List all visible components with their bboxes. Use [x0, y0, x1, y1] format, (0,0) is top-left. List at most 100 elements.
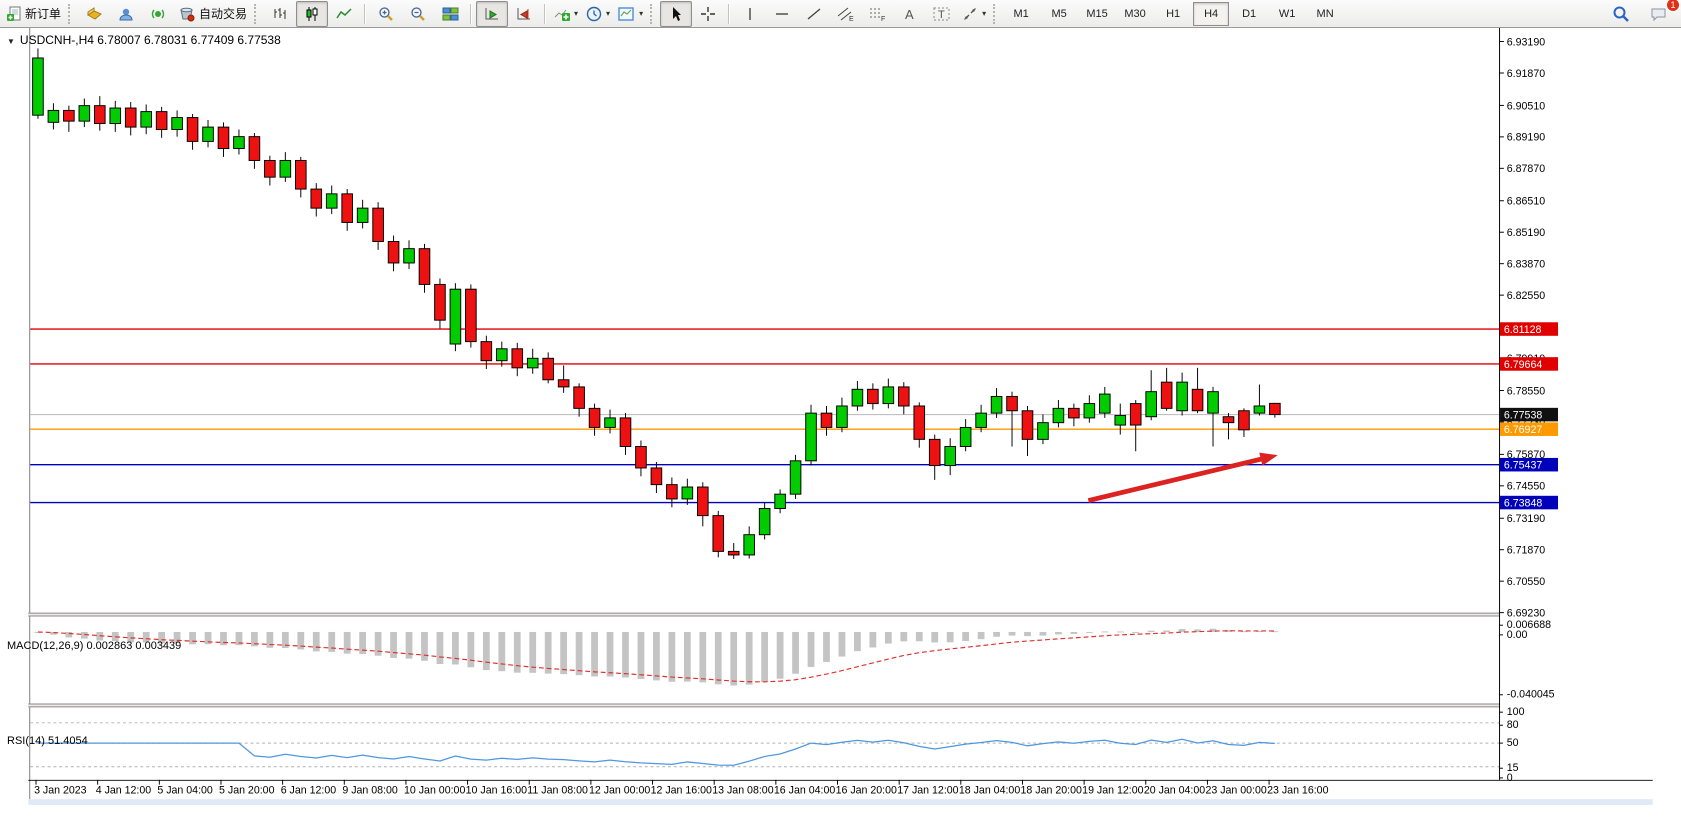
svg-text:23 Jan 00:00: 23 Jan 00:00 — [1205, 784, 1266, 796]
community-icon — [119, 8, 133, 20]
svg-text:6.75437: 6.75437 — [1504, 460, 1542, 472]
timeframe-w1[interactable]: W1 — [1278, 7, 1296, 20]
timeframe-mn[interactable]: MN — [1316, 7, 1334, 20]
trendline-button[interactable] — [798, 1, 830, 27]
horizontal-line-button[interactable] — [766, 1, 798, 27]
autotrading-icon — [180, 7, 195, 21]
svg-text:18 Jan 04:00: 18 Jan 04:00 — [959, 784, 1020, 796]
svg-text:0.00: 0.00 — [1507, 629, 1528, 641]
chart-line-button[interactable] — [328, 1, 360, 27]
toolbar-separator — [470, 3, 473, 24]
community-button[interactable] — [110, 1, 142, 27]
svg-text:11 Jan 08:00: 11 Jan 08:00 — [527, 784, 588, 796]
svg-text:6 Jan 12:00: 6 Jan 12:00 — [281, 784, 337, 796]
timeframe-m1[interactable]: M1 — [1013, 7, 1029, 20]
chart-title-row: USDCNH-,H4 6.78007 6.78031 6.77409 6.775… — [7, 33, 281, 47]
svg-text:10 Jan 16:00: 10 Jan 16:00 — [466, 784, 527, 796]
svg-text:6.71870: 6.71870 — [1507, 545, 1545, 557]
equidistant-channel-icon: E — [837, 7, 854, 22]
tile-windows-button[interactable] — [434, 1, 466, 27]
svg-text:12 Jan 16:00: 12 Jan 16:00 — [651, 784, 712, 796]
svg-text:6.87870: 6.87870 — [1507, 163, 1545, 175]
text-label-icon: T — [933, 7, 950, 21]
periods-button[interactable]: ▾ — [582, 1, 614, 27]
timeframe-m5[interactable]: M5 — [1051, 7, 1067, 20]
svg-text:F: F — [881, 16, 885, 22]
svg-text:6.86510: 6.86510 — [1507, 196, 1545, 208]
chart-canvas[interactable]: 6.93190 6.91870 6.90510 6.89190 6.87870 6.865… — [0, 28, 1681, 832]
autotrading-button[interactable]: 自动交易 — [174, 1, 251, 27]
svg-text:16 Jan 20:00: 16 Jan 20:00 — [836, 784, 897, 796]
svg-text:17 Jan 12:00: 17 Jan 12:00 — [897, 784, 958, 796]
svg-text:T: T — [938, 9, 945, 21]
templates-icon — [618, 6, 634, 21]
chat-bubble-icon — [1651, 8, 1666, 21]
label-button[interactable]: T — [926, 1, 958, 27]
cursor-button[interactable] — [660, 0, 693, 27]
chart-candles-button[interactable] — [296, 0, 329, 27]
svg-text:6.74550: 6.74550 — [1507, 481, 1545, 493]
zoom-in-button[interactable] — [370, 1, 402, 27]
svg-text:6.91870: 6.91870 — [1507, 68, 1545, 80]
svg-text:6.83870: 6.83870 — [1507, 259, 1545, 271]
fibonacci-button[interactable]: F — [862, 1, 894, 27]
text-icon: A — [905, 7, 914, 22]
indicators-button[interactable]: ▾ — [550, 1, 582, 27]
svg-text:6.73190: 6.73190 — [1507, 513, 1545, 525]
signals-button[interactable] — [142, 1, 174, 27]
search-button[interactable] — [1605, 1, 1637, 27]
toolbar-grip — [254, 3, 261, 24]
svg-text:9 Jan 08:00: 9 Jan 08:00 — [342, 784, 398, 796]
crosshair-icon — [701, 6, 716, 21]
svg-text:6.81128: 6.81128 — [1504, 324, 1542, 336]
toolbar-separator — [728, 3, 731, 24]
svg-text:15: 15 — [1507, 762, 1519, 774]
zoom-out-icon — [410, 6, 425, 21]
svg-text:6.76927: 6.76927 — [1504, 424, 1542, 436]
svg-text:19 Jan 12:00: 19 Jan 12:00 — [1082, 784, 1143, 796]
timeframe-m30[interactable]: M30 — [1124, 7, 1146, 20]
symbol-dropdown-icon[interactable] — [7, 33, 15, 47]
chart-shift-button[interactable] — [508, 1, 540, 27]
arrows-button[interactable]: ▾ — [958, 1, 990, 27]
timeframe-m15[interactable]: M15 — [1086, 7, 1108, 20]
cursor-icon — [672, 6, 681, 21]
vertical-line-icon — [749, 7, 751, 20]
svg-text:6.85190: 6.85190 — [1507, 227, 1545, 239]
svg-text:6.73848: 6.73848 — [1504, 497, 1542, 509]
svg-text:A: A — [905, 7, 914, 22]
crosshair-button[interactable] — [692, 1, 724, 27]
auto-scroll-button[interactable] — [476, 0, 509, 27]
templates-button[interactable]: ▾ — [614, 1, 647, 27]
notifications-button[interactable]: 1 — [1643, 0, 1680, 27]
dropdown-caret-icon: ▾ — [574, 9, 579, 18]
chart-shift-icon — [517, 7, 531, 19]
vertical-line-button[interactable] — [734, 1, 766, 27]
chart-bars-button[interactable] — [264, 1, 296, 27]
package-button[interactable] — [78, 1, 110, 27]
timeframe-d1[interactable]: D1 — [1242, 7, 1257, 20]
clock-icon — [586, 6, 602, 21]
svg-text:E: E — [849, 16, 854, 22]
svg-text:13 Jan 08:00: 13 Jan 08:00 — [712, 784, 773, 796]
svg-text:5 Jan 04:00: 5 Jan 04:00 — [157, 784, 213, 796]
svg-text:18 Jan 20:00: 18 Jan 20:00 — [1021, 784, 1082, 796]
svg-text:12 Jan 00:00: 12 Jan 00:00 — [589, 784, 650, 796]
svg-text:6.77538: 6.77538 — [1504, 409, 1542, 421]
svg-text:100: 100 — [1507, 706, 1525, 718]
arrows-icon — [964, 7, 977, 20]
dropdown-caret-icon: ▾ — [639, 9, 644, 18]
zoom-out-button[interactable] — [402, 1, 434, 27]
timeframe-h4[interactable]: H4 — [1193, 1, 1230, 26]
toolbar-separator — [544, 3, 547, 24]
new-order-button[interactable]: 新订单 — [2, 1, 65, 27]
horizontal-line-icon — [776, 12, 789, 15]
text-button[interactable]: A — [894, 1, 926, 27]
timeframe-h1[interactable]: H1 — [1166, 7, 1181, 20]
autotrading-label: 自动交易 — [199, 7, 248, 21]
signals-icon — [151, 9, 164, 18]
svg-text:-0.040045: -0.040045 — [1507, 689, 1555, 701]
svg-text:16 Jan 04:00: 16 Jan 04:00 — [774, 784, 835, 796]
channel-button[interactable]: E — [830, 1, 862, 27]
toolbar-grip — [68, 3, 75, 24]
